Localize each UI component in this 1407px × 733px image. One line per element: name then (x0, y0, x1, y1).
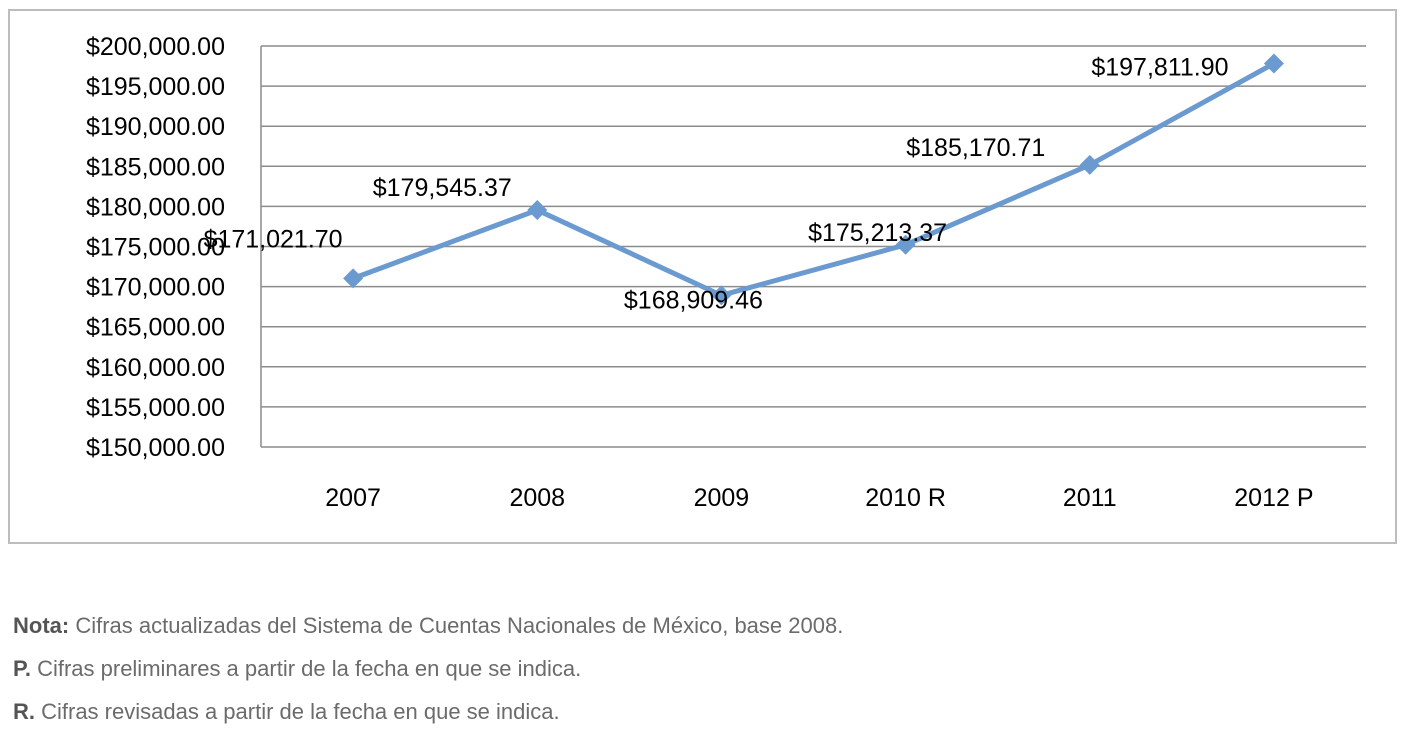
data-label: $185,170.71 (906, 134, 1045, 162)
data-point-marker (527, 200, 548, 221)
series-line (352, 61, 1276, 298)
note-label: Nota: (13, 613, 70, 638)
x-tick-label: 2008 (509, 484, 565, 512)
data-label: $175,213.37 (808, 219, 947, 247)
data-label: $179,545.37 (373, 174, 512, 202)
data-point-marker (1263, 53, 1284, 74)
note-text: Cifras preliminares a partir de la fecha… (30, 656, 582, 681)
chart-notes: Nota: Cifras actualizadas del Sistema de… (13, 604, 843, 733)
x-tick-label: 2011 (1063, 484, 1117, 512)
note-text: Cifras revisadas a partir de la fecha en… (35, 699, 560, 724)
y-tick-label: $155,000.00 (86, 394, 225, 422)
y-tick-label: $175,000.00 (86, 234, 225, 262)
data-point-marker (895, 234, 916, 255)
line-chart: $150,000.00 $155,000.00 $160,000.00 $165,00… (86, 33, 1366, 512)
y-tick-label: $190,000.00 (86, 113, 225, 141)
y-tick-label: $185,000.00 (86, 153, 225, 181)
y-tick-label: $180,000.00 (86, 193, 225, 221)
x-tick-label: 2007 (325, 484, 381, 512)
data-label: $168,909.46 (624, 286, 763, 314)
data-label: $171,021.70 (204, 225, 343, 253)
chart-frame: $150,000.00 $155,000.00 $160,000.00 $165,00… (8, 9, 1397, 544)
data-point-marker (343, 268, 364, 289)
x-tick-label: 2009 (694, 484, 750, 512)
note-label: R. (13, 699, 35, 724)
y-tick-label: $170,000.00 (86, 274, 225, 302)
note-preliminary: P. Cifras preliminares a partir de la fe… (13, 647, 843, 690)
x-tick-label: 2010 R (865, 484, 946, 512)
y-tick-label: $165,000.00 (86, 314, 225, 342)
note-label: P. (13, 656, 31, 681)
y-tick-label: $200,000.00 (86, 33, 225, 61)
y-tick-label: $150,000.00 (86, 434, 225, 462)
y-tick-label: $195,000.00 (86, 73, 225, 101)
x-tick-label: 2012 P (1234, 484, 1313, 512)
note-text: Cifras actualizadas del Sistema de Cuent… (69, 613, 844, 638)
data-point-marker (1079, 154, 1100, 175)
note-revised: R. Cifras revisadas a partir de la fecha… (13, 690, 843, 733)
note-nota: Nota: Cifras actualizadas del Sistema de… (13, 604, 843, 647)
data-label: $197,811.90 (1091, 54, 1228, 82)
data-point-marker (711, 285, 732, 306)
y-tick-label: $160,000.00 (86, 354, 225, 382)
